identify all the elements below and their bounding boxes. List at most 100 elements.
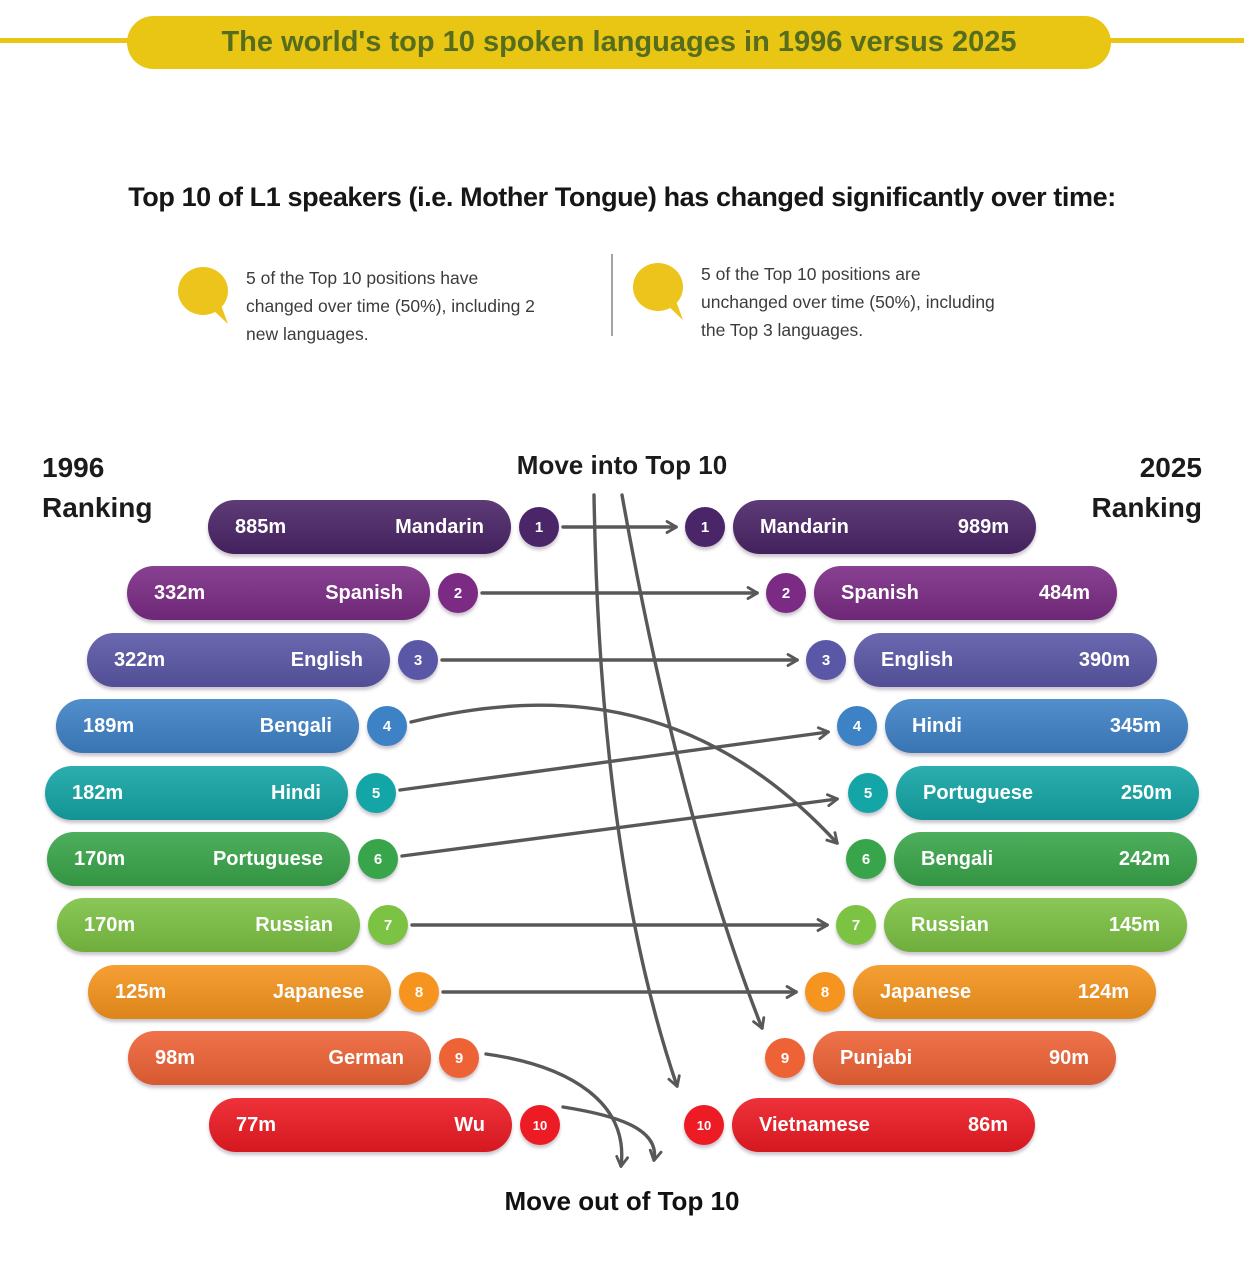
speakers-1996: 125m	[115, 980, 167, 1003]
speakers-2025: 484m	[1038, 581, 1090, 604]
subtitle: Top 10 of L1 speakers (i.e. Mother Tongu…	[128, 182, 1116, 212]
speakers-2025: 90m	[1048, 1046, 1089, 1069]
rank-circle-5: 5	[356, 773, 396, 813]
pill-1996-rank-4: 189m Bengali	[56, 699, 359, 753]
rank-circle-8: 8	[399, 972, 439, 1012]
rank-circle-2: 2	[438, 573, 478, 613]
rank-circle-1: 1	[519, 507, 559, 547]
language-1996: Bengali	[259, 714, 332, 737]
language-2025: Punjabi	[840, 1046, 913, 1069]
language-1996: Mandarin	[395, 515, 484, 538]
pill-2025-rank-3: English 390m	[854, 633, 1157, 687]
speakers-1996: 170m	[74, 847, 126, 870]
speech-bubble-icon	[633, 263, 683, 320]
speakers-2025: 86m	[967, 1113, 1008, 1136]
rank-circle-6: 6	[358, 839, 398, 879]
pill-2025-rank-6: Bengali 242m	[894, 832, 1197, 886]
rank-circle-7: 7	[836, 905, 876, 945]
speakers-1996: 98m	[155, 1046, 196, 1069]
pill-1996-rank-6: 170m Portuguese	[47, 832, 350, 886]
pill-2025-rank-10: Vietnamese 86m	[732, 1098, 1035, 1152]
language-2025: Russian	[911, 913, 989, 936]
move-out-top10-label: Move out of Top 10	[504, 1186, 740, 1216]
language-2025: Spanish	[841, 581, 919, 604]
banner: The world's top 10 spoken languages in 1…	[127, 16, 1111, 69]
callout-unchanged-text: 5 of the Top 10 positions are unchanged …	[701, 264, 995, 340]
pill-2025-rank-7: Russian 145m	[884, 898, 1187, 952]
language-1996: English	[290, 648, 363, 671]
pill-2025-rank-2: Spanish 484m	[814, 566, 1117, 620]
language-1996: German	[328, 1046, 404, 1069]
rank-circle-10: 10	[684, 1105, 724, 1145]
pill-1996-rank-1: 885m Mandarin	[208, 500, 511, 554]
speakers-1996: 885m	[235, 515, 287, 538]
pill-2025-rank-9: Punjabi 90m	[813, 1031, 1116, 1085]
rank-circle-3: 3	[806, 640, 846, 680]
language-2025: Vietnamese	[759, 1113, 870, 1136]
language-2025: Portuguese	[923, 781, 1034, 804]
speakers-2025: 345m	[1109, 714, 1161, 737]
page-title: The world's top 10 spoken languages in 1…	[221, 26, 1017, 58]
arrow-bengali-4-to-6	[409, 703, 839, 845]
speakers-2025: 242m	[1118, 847, 1170, 870]
language-1996: Spanish	[325, 581, 403, 604]
pill-2025-rank-8: Japanese 124m	[853, 965, 1156, 1019]
language-1996: Wu	[454, 1113, 485, 1136]
rank-circle-2: 2	[766, 573, 806, 613]
arrow-hindi-5-to-4	[398, 726, 830, 792]
pill-1996-rank-7: 170m Russian	[57, 898, 360, 952]
language-2025: Japanese	[880, 980, 972, 1003]
language-1996: Japanese	[272, 980, 364, 1003]
language-2025: Bengali	[921, 847, 994, 870]
pill-1996-rank-8: 125m Japanese	[88, 965, 391, 1019]
callout-changed-text: 5 of the Top 10 positions have changed o…	[246, 268, 535, 344]
language-1996: Russian	[255, 913, 333, 936]
speakers-1996: 170m	[84, 913, 136, 936]
speakers-2025: 250m	[1120, 781, 1172, 804]
rank-circle-9: 9	[439, 1038, 479, 1078]
speakers-1996: 77m	[236, 1113, 277, 1136]
speakers-1996: 332m	[154, 581, 206, 604]
speakers-2025: 989m	[957, 515, 1009, 538]
arrow-move-into-rank-10	[592, 493, 681, 1088]
callout-changed: 5 of the Top 10 positions have changed o…	[178, 264, 598, 348]
language-1996: Portuguese	[212, 847, 323, 870]
speakers-1996: 189m	[83, 714, 135, 737]
rank-circle-8: 8	[805, 972, 845, 1012]
language-2025: Hindi	[912, 714, 962, 737]
rank-circle-4: 4	[837, 706, 877, 746]
pill-1996-rank-10: 77m Wu	[209, 1098, 512, 1152]
rank-circle-6: 6	[846, 839, 886, 879]
callout-unchanged: 5 of the Top 10 positions are unchanged …	[633, 260, 1073, 344]
speech-bubble-icon	[178, 267, 228, 324]
rank-circle-7: 7	[368, 905, 408, 945]
speakers-2025: 145m	[1108, 913, 1160, 936]
pill-1996-rank-9: 98m German	[128, 1031, 431, 1085]
pill-1996-rank-3: 322m English	[87, 633, 390, 687]
header-1996-ranking: 1996 Ranking	[42, 452, 153, 523]
rank-circle-10: 10	[520, 1105, 560, 1145]
rank-circle-9: 9	[765, 1038, 805, 1078]
pill-2025-rank-5: Portuguese 250m	[896, 766, 1199, 820]
language-1996: Hindi	[271, 781, 321, 804]
arrow-move-out-wu	[561, 1105, 663, 1162]
rank-circle-4: 4	[367, 706, 407, 746]
rank-circle-3: 3	[398, 640, 438, 680]
callout-divider	[611, 254, 613, 336]
arrow-move-into-rank-9	[620, 493, 766, 1030]
pill-1996-rank-2: 332m Spanish	[127, 566, 430, 620]
pill-2025-rank-1: Mandarin 989m	[733, 500, 1036, 554]
speakers-1996: 322m	[114, 648, 166, 671]
speakers-1996: 182m	[72, 781, 124, 804]
speakers-2025: 124m	[1077, 980, 1129, 1003]
arrow-portuguese-6-to-5	[400, 793, 839, 858]
language-2025: Mandarin	[760, 515, 849, 538]
speakers-2025: 390m	[1078, 648, 1130, 671]
pill-2025-rank-4: Hindi 345m	[885, 699, 1188, 753]
move-into-top10-label: Move into Top 10	[516, 450, 728, 480]
language-2025: English	[881, 648, 954, 671]
rank-circle-1: 1	[685, 507, 725, 547]
pill-1996-rank-5: 182m Hindi	[45, 766, 348, 820]
rank-circle-5: 5	[848, 773, 888, 813]
